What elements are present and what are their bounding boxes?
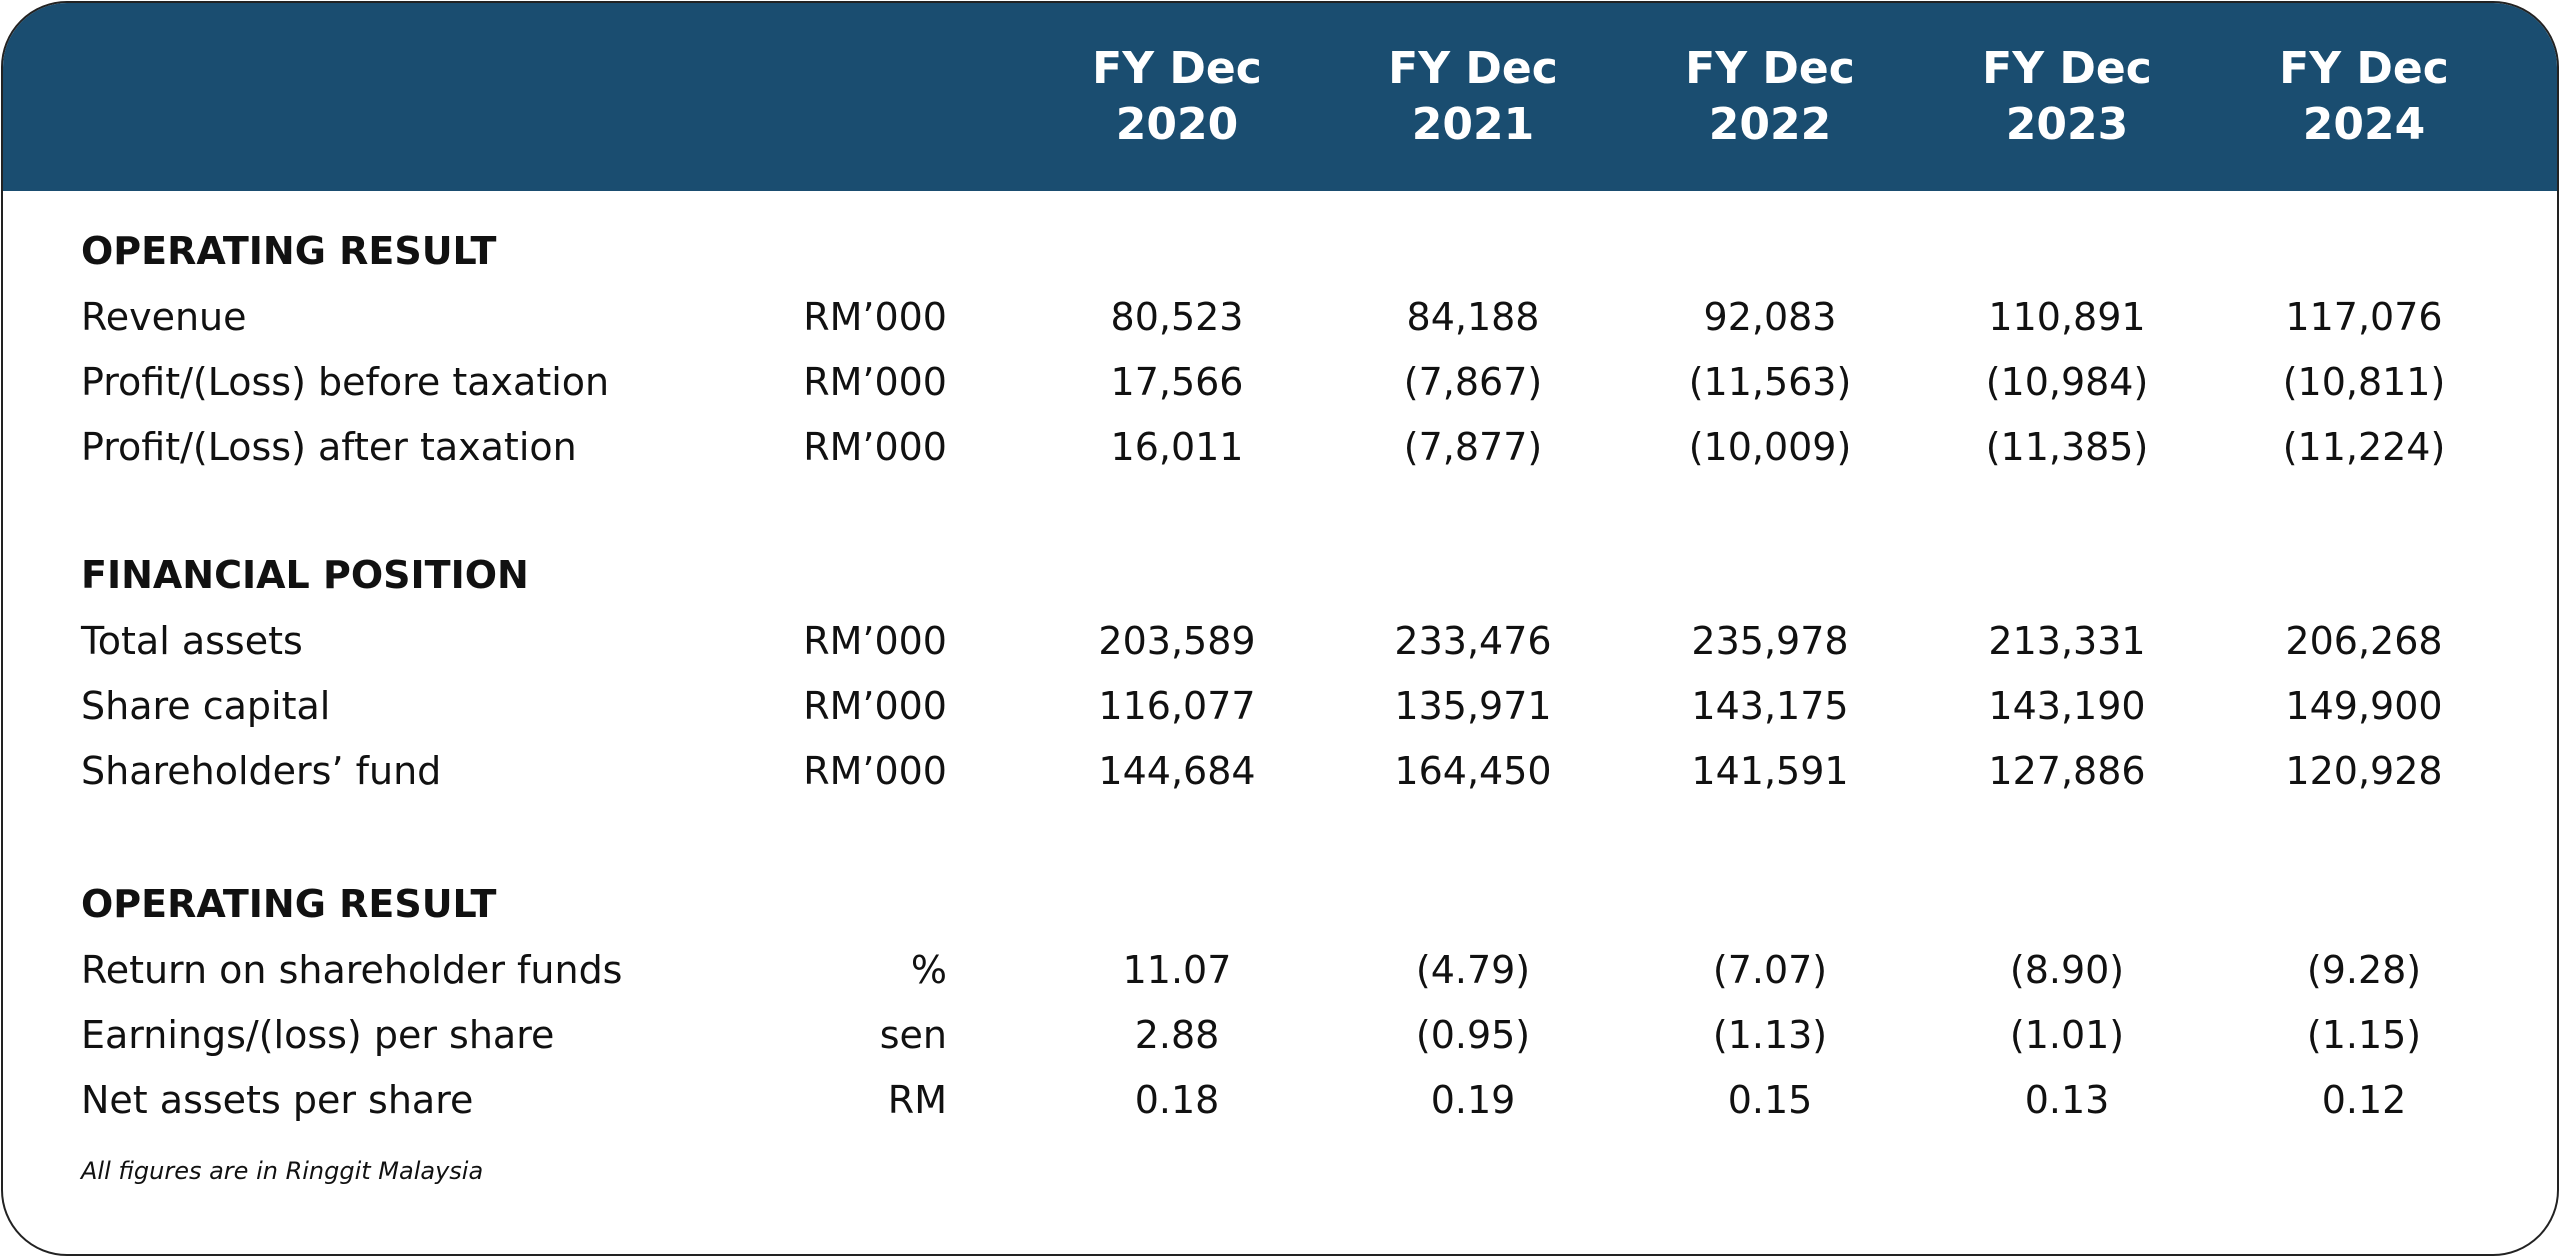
cell-value: 17,566 [1110,360,1244,404]
cell-value: (11,224) [2282,425,2446,469]
row-label: Share capital [81,684,331,728]
cell-value: 164,450 [1394,749,1552,793]
row-unit: % [910,948,947,992]
cell-value: 127,886 [1988,749,2146,793]
cell-value: 144,684 [1098,749,1256,793]
cell-value: (1.01) [2009,1013,2125,1057]
row-unit: RM’000 [803,619,947,663]
row-label: Profit/(Loss) after taxation [81,425,577,469]
cell-value: 84,188 [1406,295,1540,339]
cell-value: 0.13 [2024,1078,2110,1122]
row-label: Total assets [81,619,303,663]
cell-value: 16,011 [1110,425,1244,469]
row-unit: RM’000 [803,360,947,404]
cell-value: (11,563) [1688,360,1852,404]
cell-value: (0.95) [1415,1013,1531,1057]
cell-value: (7.07) [1712,948,1828,992]
cell-value: 235,978 [1691,619,1849,663]
header-bar [3,3,2557,191]
cell-value: (7,877) [1403,425,1543,469]
row-label: Net assets per share [81,1078,474,1122]
row-label: Shareholders’ fund [81,749,442,793]
cell-value: 206,268 [2285,619,2443,663]
cell-value: 203,589 [1098,619,1256,663]
cell-value: 116,077 [1098,684,1256,728]
cell-value: 110,891 [1988,295,2146,339]
cell-value: (1.13) [1712,1013,1828,1057]
column-header: FY Dec 2021 [1388,43,1558,150]
cell-value: (10,009) [1688,425,1852,469]
cell-value: 11.07 [1122,948,1232,992]
cell-value: 143,190 [1988,684,2146,728]
cell-value: 2.88 [1134,1013,1220,1057]
section-title: FINANCIAL POSITION [81,553,529,597]
cell-value: 135,971 [1394,684,1552,728]
cell-value: 120,928 [2285,749,2443,793]
cell-value: 117,076 [2285,295,2443,339]
row-label: Revenue [81,295,247,339]
cell-value: (10,811) [2282,360,2446,404]
cell-value: 233,476 [1394,619,1552,663]
footnote: All figures are in Ringgit Malaysia [81,1157,484,1185]
cell-value: 141,591 [1691,749,1849,793]
cell-value: 149,900 [2285,684,2443,728]
section-title: OPERATING RESULT [81,229,497,273]
row-label: Earnings/(loss) per share [81,1013,555,1057]
cell-value: (1.15) [2306,1013,2422,1057]
cell-value: (4.79) [1415,948,1531,992]
cell-value: 143,175 [1691,684,1849,728]
cell-value: 213,331 [1988,619,2146,663]
cell-value: (10,984) [1985,360,2149,404]
row-unit: RM’000 [803,295,947,339]
column-header: FY Dec 2024 [2279,43,2449,150]
cell-value: 0.12 [2321,1078,2407,1122]
row-unit: RM’000 [803,425,947,469]
column-header: FY Dec 2022 [1685,43,1855,150]
row-unit: RM [887,1078,947,1122]
row-unit: RM’000 [803,684,947,728]
row-label: Return on shareholder funds [81,948,623,992]
cell-value: (11,385) [1985,425,2149,469]
cell-value: 0.15 [1727,1078,1813,1122]
row-unit: sen [879,1013,947,1057]
cell-value: 0.18 [1134,1078,1220,1122]
section-title: OPERATING RESULT [81,882,497,926]
cell-value: (7,867) [1403,360,1543,404]
row-unit: RM’000 [803,749,947,793]
cell-value: 80,523 [1110,295,1244,339]
column-header: FY Dec 2020 [1092,43,1262,150]
cell-value: 92,083 [1703,295,1837,339]
cell-value: 0.19 [1430,1078,1516,1122]
cell-value: (9.28) [2306,948,2422,992]
cell-value: (8.90) [2009,948,2125,992]
row-label: Profit/(Loss) before taxation [81,360,610,404]
column-header: FY Dec 2023 [1982,43,2152,150]
